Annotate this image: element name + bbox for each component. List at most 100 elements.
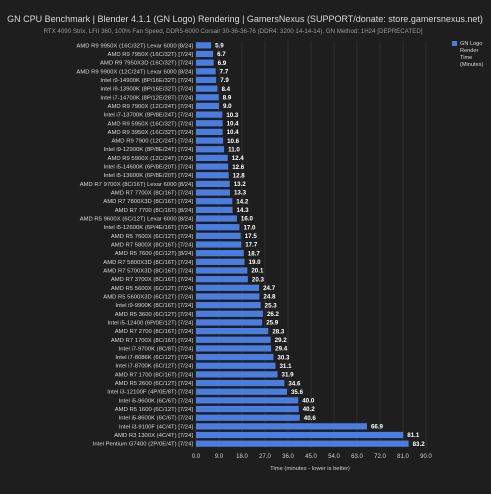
value-label: 20.3 <box>252 276 265 283</box>
bar <box>196 198 233 205</box>
bars <box>196 42 409 447</box>
value-label: 11.0 <box>228 146 240 153</box>
bar <box>196 327 269 335</box>
value-label: 10.4 <box>227 129 240 136</box>
x-axis-label: Time (minutes - lower is better) <box>270 466 350 472</box>
value-label: 81.1 <box>407 432 420 439</box>
value-label: 7.9 <box>220 77 229 84</box>
category-label: AMD R7 7700X (8C/16T) [7/24] <box>111 191 194 197</box>
value-label: 24.7 <box>263 285 276 292</box>
value-label: 40.2 <box>303 406 316 413</box>
bar <box>196 128 223 136</box>
value-label: 5.9 <box>215 43 224 50</box>
category-label: Intel i5-9600K (6C/6T) [7/24] <box>119 398 194 404</box>
value-label: 25.3 <box>265 302 278 309</box>
category-label: Intel i9-13900K (8P/16E/32T) [7/24] <box>100 87 193 93</box>
bar <box>196 319 263 326</box>
value-label: 35.6 <box>291 389 304 396</box>
bar <box>196 50 214 58</box>
bar <box>196 137 224 144</box>
category-label: Intel i9-14900K (8P/16E/32T) [7/24] <box>100 78 193 84</box>
category-label: AMD R9 9950X (16C/32T) Lexar 6000 [8/24] <box>76 43 193 49</box>
bar <box>196 215 237 222</box>
bar <box>196 120 223 127</box>
value-label: 12.4 <box>232 155 245 162</box>
category-label: AMD R9 7950X (16C/32T) [7/24] <box>108 52 194 58</box>
value-label: 29.2 <box>275 337 288 344</box>
category-label: Intel Pentium G7400 (2P/0E/4T) [7/24] <box>93 442 194 448</box>
category-label: AMD R9 3950X (16C/32T) [7/24] <box>108 130 194 136</box>
value-label: 31.9 <box>282 372 295 379</box>
bar <box>196 336 271 343</box>
category-label: Intel i7-13700K (8P/8E/24T) [7/24] <box>104 113 194 119</box>
category-label: AMD R7 1700X (8C/16T) [7/24] <box>111 338 194 344</box>
category-label: AMD R5 1600 (6C/12T) [7/24] <box>115 407 194 413</box>
bar <box>196 172 229 179</box>
value-label: 8.9 <box>223 94 232 101</box>
value-label: 10.4 <box>227 120 240 127</box>
value-label: 40.6 <box>304 415 317 422</box>
bar <box>196 353 274 361</box>
value-label: 13.3 <box>234 190 247 197</box>
value-label: 7.7 <box>220 69 229 76</box>
x-tick-label: 9.0 <box>215 454 224 460</box>
legend-label: GN Logo Render Time (Minutes) <box>460 41 484 68</box>
bar <box>196 241 242 248</box>
bar <box>196 267 248 274</box>
bar <box>196 76 217 84</box>
bar <box>196 388 287 395</box>
bar <box>196 42 212 49</box>
value-label: 34.6 <box>288 380 301 387</box>
bar <box>196 284 260 291</box>
bar <box>196 423 367 430</box>
legend-swatch <box>452 41 457 46</box>
x-tick-labels: 0.0 9.0 18.0 27.0 36.0 45.0 54.0 63.0 72.0 81.0 90… <box>192 454 433 460</box>
category-label: AMD R9 5900X (12C/24T) [7/24] <box>108 156 194 162</box>
category-labels: AMD R9 9950X (16C/32T) Lexar 6000 [8/24]… <box>76 43 193 447</box>
category-label: AMD R7 1700 (8C/16T) [7/24] <box>115 372 194 378</box>
value-label: 26.2 <box>267 311 280 318</box>
bar <box>196 146 225 153</box>
bar <box>196 102 219 110</box>
category-label: AMD R9 7950X3D (16C/32T) [7/24] <box>100 61 193 67</box>
category-label: Intel i5-12400 (6P/0E/12T) [7/24] <box>108 320 194 326</box>
bar <box>196 85 218 92</box>
value-label: 12.6 <box>232 164 245 171</box>
bar <box>196 59 214 66</box>
x-tick-label: 36.0 <box>282 454 294 460</box>
x-tick-label: 81.0 <box>397 454 409 460</box>
bar <box>196 276 248 283</box>
bar <box>196 379 285 387</box>
bar <box>196 345 272 352</box>
category-label: AMD R5 5600X3D (6C/12T) [7/24] <box>103 294 193 300</box>
legend-label-line-2: Render <box>460 48 478 54</box>
bar <box>196 397 299 404</box>
x-tick-label: 45.0 <box>305 454 317 460</box>
category-label: Intel i5-8600K (6C/6T) [7/24] <box>119 416 194 422</box>
category-label: AMD R5 2600 (6C/12T) [7/24] <box>115 381 194 387</box>
legend-label-line-4: (Minutes) <box>460 62 483 68</box>
value-label: 9.0 <box>223 103 232 110</box>
category-label: Intel i7-8086K (6C/12T) [7/24] <box>115 355 193 361</box>
x-tick-label: 54.0 <box>328 454 340 460</box>
category-label: AMD R7 7700 (8C/16T) [8/24] <box>115 208 194 214</box>
bar <box>196 293 260 300</box>
x-tick-label: 27.0 <box>259 454 271 460</box>
category-label: Intel i3-12100F (4P/0E/8T) [7/24] <box>107 390 193 396</box>
x-tick-label: 90.0 <box>420 454 432 460</box>
chart-title: GN CPU Benchmark | Blender 4.1.1 (GN Log… <box>7 14 483 24</box>
value-label: 12.8 <box>233 172 246 179</box>
value-label: 18.7 <box>248 250 261 257</box>
category-label: AMD R7 2700 (8C/16T) [7/24] <box>115 329 194 335</box>
category-label: AMD R5 3600 (6C/12T) [7/24] <box>115 312 194 318</box>
category-label: AMD R3 1300X (4C/4T) [7/24] <box>114 433 193 439</box>
category-label: Intel i5-13600K (6P/8E/20T) [7/24] <box>104 173 194 179</box>
value-label: 24.8 <box>263 294 276 301</box>
bar <box>196 94 219 101</box>
category-label: AMD R5 5600X (6C/12T) [7/24] <box>111 286 194 292</box>
value-label: 83.2 <box>413 441 426 448</box>
category-label: AMD R9 7900X (12C/24T) [7/24] <box>108 104 194 110</box>
value-labels: 5.96.76.97.77.98.48.99.010.310.410.410.6… <box>215 43 425 448</box>
bar <box>196 224 240 231</box>
